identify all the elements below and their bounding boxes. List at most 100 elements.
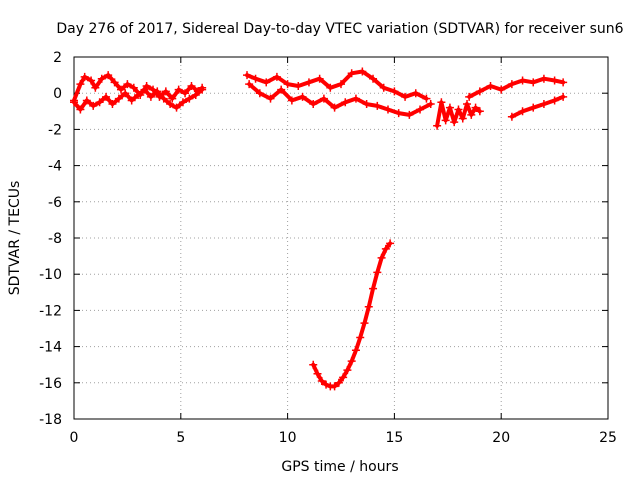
series-trace [245,69,429,101]
data-point [445,103,454,112]
x-axis-label: GPS time / hours [281,459,398,475]
data-point [441,116,450,125]
data-point [153,87,162,96]
y-tick-label: -16 [39,376,62,392]
series-arc-4-lower [507,92,568,121]
data-point [91,83,100,92]
data-point [405,110,414,119]
data-point [518,76,527,85]
data-point [341,98,350,107]
data-point [121,89,130,98]
data-point [294,81,303,90]
data-point [475,107,484,116]
data-point [181,89,190,98]
data-point [337,80,345,89]
data-point [394,109,403,118]
series-arc-1-lower [70,85,207,114]
data-point [304,78,313,87]
data-point [369,74,378,83]
x-tick-label: 0 [70,430,79,446]
data-point [383,105,392,114]
y-tick-label: -18 [39,412,62,428]
series-arc-2-lower [245,80,435,119]
data-point [187,81,196,90]
series-arc-5-hook [309,239,395,391]
data-point [416,105,425,114]
data-point [463,100,472,109]
data-point [471,103,480,112]
data-point [243,71,252,80]
y-tick-label: -14 [39,340,62,356]
series-arc-3 [433,98,484,130]
y-tick-label: -12 [39,303,62,319]
y-tick-labels: -18 -16 -14 -12 -10 -8 -6 -4 -2 0 2 [39,50,62,428]
data-point [377,253,386,262]
data-point [82,96,91,105]
y-tick-label: 2 [53,50,62,66]
data-point [129,83,138,92]
data-point [172,103,181,112]
data-point [251,74,260,83]
data-point [343,366,352,375]
data-point [529,103,538,112]
data-point [465,92,474,101]
data-point [102,92,111,101]
data-point [559,78,568,87]
data-point [334,378,343,387]
data-point [140,85,149,94]
data-point [266,94,275,103]
data-point [104,71,113,80]
data-point [76,105,85,114]
data-point [458,114,467,123]
data-point [467,110,476,119]
x-tick-labels: 0 5 10 15 20 25 [70,430,617,446]
data-point [114,94,123,103]
data-point [351,346,360,355]
data-point [550,76,559,85]
data-point [550,96,559,105]
series-trace [467,76,566,99]
x-tick-label: 15 [385,430,403,446]
data-point [360,319,369,328]
data-point [351,94,360,103]
data-point [497,85,506,94]
data-point [287,96,296,105]
data-point [108,100,117,109]
data-point [76,80,85,89]
x-tick-label: 25 [599,430,617,446]
data-point [319,94,328,103]
data-point [110,78,119,87]
data-point [315,74,324,83]
data-point [486,81,495,90]
data-point [146,92,155,101]
data-point [245,80,254,89]
y-tick-label: -6 [48,195,62,211]
data-point [255,89,264,98]
data-point [373,101,382,110]
y-tick-label: -8 [48,231,62,247]
data-point [298,92,307,101]
data-point [454,105,463,114]
data-point [559,92,568,101]
data-point [309,100,318,109]
data-point [95,98,104,107]
y-tick-label: 0 [53,86,62,102]
data-point [426,100,435,109]
data-point [283,80,292,89]
data-point [330,382,339,391]
data-point [87,76,96,85]
grid-lines [74,57,608,419]
data-point [134,91,143,100]
y-tick-label: -4 [48,159,62,175]
data-point [401,92,410,101]
data-point [127,96,136,105]
data-point [339,373,348,382]
data-point [123,80,132,89]
data-point [313,369,322,378]
data-point [539,74,548,83]
x-tick-label: 20 [492,430,510,446]
data-point [386,239,395,248]
data-point [89,101,98,110]
